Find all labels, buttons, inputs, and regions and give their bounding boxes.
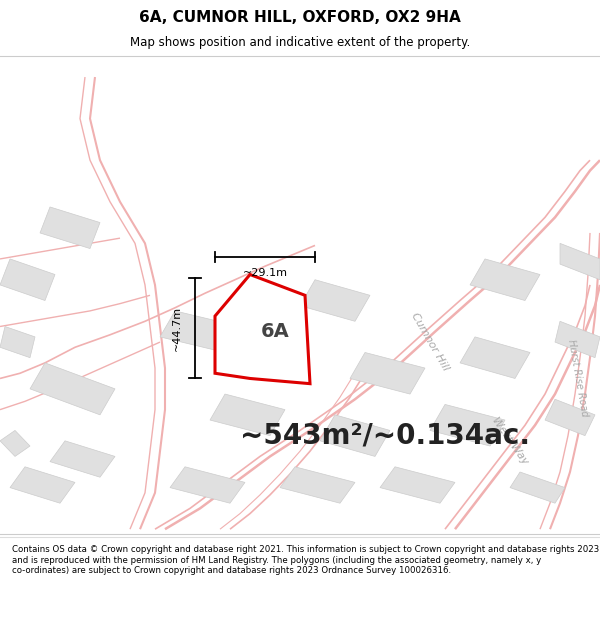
- Polygon shape: [430, 404, 505, 446]
- Polygon shape: [555, 321, 600, 357]
- Polygon shape: [210, 394, 285, 436]
- Text: West Way: West Way: [490, 415, 530, 466]
- Polygon shape: [170, 467, 245, 503]
- Text: ~44.7m: ~44.7m: [172, 306, 182, 351]
- Polygon shape: [300, 280, 370, 321]
- Polygon shape: [0, 259, 55, 301]
- Polygon shape: [460, 337, 530, 379]
- Text: Cumnor Hill: Cumnor Hill: [409, 311, 451, 373]
- Polygon shape: [10, 467, 75, 503]
- Polygon shape: [560, 243, 600, 280]
- Polygon shape: [280, 467, 355, 503]
- Polygon shape: [470, 259, 540, 301]
- Polygon shape: [30, 363, 115, 415]
- Polygon shape: [160, 311, 240, 352]
- Polygon shape: [320, 415, 390, 456]
- Text: 6A: 6A: [260, 322, 289, 341]
- Polygon shape: [215, 274, 310, 384]
- Text: 6A, CUMNOR HILL, OXFORD, OX2 9HA: 6A, CUMNOR HILL, OXFORD, OX2 9HA: [139, 11, 461, 26]
- Text: Map shows position and indicative extent of the property.: Map shows position and indicative extent…: [130, 36, 470, 49]
- Polygon shape: [50, 441, 115, 478]
- Text: ~543m²/~0.134ac.: ~543m²/~0.134ac.: [240, 422, 530, 449]
- Text: Contains OS data © Crown copyright and database right 2021. This information is : Contains OS data © Crown copyright and d…: [12, 545, 599, 575]
- Polygon shape: [40, 207, 100, 249]
- Polygon shape: [350, 352, 425, 394]
- Polygon shape: [545, 399, 595, 436]
- Polygon shape: [380, 467, 455, 503]
- Text: ~29.1m: ~29.1m: [242, 269, 287, 279]
- Polygon shape: [0, 326, 35, 357]
- Text: Hurst Rise Road: Hurst Rise Road: [566, 339, 590, 418]
- Polygon shape: [510, 472, 565, 503]
- Polygon shape: [0, 431, 30, 456]
